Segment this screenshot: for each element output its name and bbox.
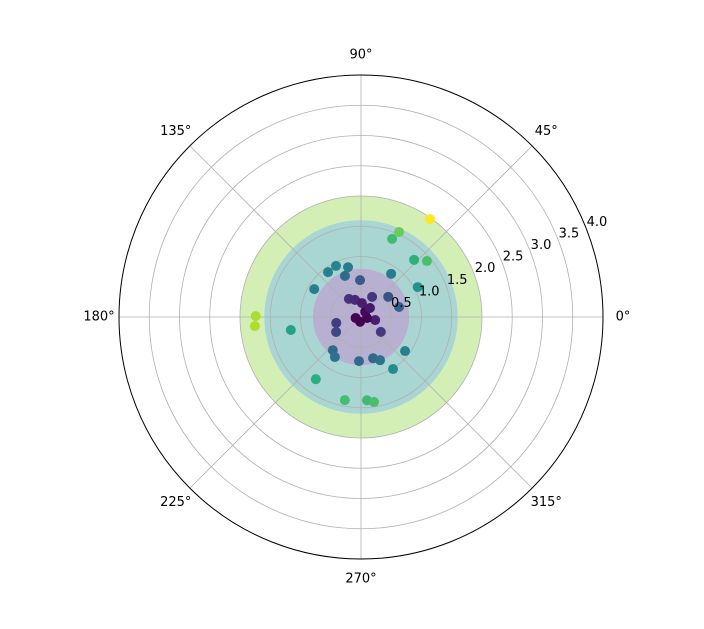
point — [370, 315, 381, 326]
point — [375, 355, 386, 366]
point — [331, 326, 342, 337]
point — [388, 364, 399, 375]
point — [249, 321, 260, 332]
point — [409, 254, 420, 265]
point — [331, 317, 342, 328]
r-tick-label: 3.5 — [559, 226, 580, 241]
point — [400, 346, 411, 357]
point — [330, 260, 341, 271]
r-tick-label: 1.0 — [419, 284, 440, 299]
r-tick-label: 3.0 — [531, 238, 552, 253]
outer-frame — [118, 74, 604, 560]
point — [350, 312, 361, 323]
point — [421, 256, 432, 267]
theta-tick-label: 0° — [616, 310, 631, 325]
r-tick-label: 1.5 — [447, 273, 468, 288]
theta-tick-label: 315° — [531, 495, 562, 510]
r-tick-label: 4.0 — [587, 215, 608, 230]
point — [368, 396, 379, 407]
theta-tick-label: 135° — [160, 124, 191, 139]
grid-spoke — [189, 145, 362, 318]
point — [386, 268, 397, 279]
point — [367, 291, 378, 302]
point — [356, 298, 367, 309]
theta-tick-label: 45° — [535, 124, 558, 139]
point — [353, 356, 364, 367]
point — [383, 291, 394, 302]
theta-tick-label: 270° — [345, 572, 376, 587]
point — [329, 352, 340, 363]
point — [310, 374, 321, 385]
point — [285, 325, 296, 336]
theta-tick-label: 90° — [349, 48, 372, 63]
point — [250, 311, 261, 322]
theta-tick-label: 180° — [83, 310, 114, 325]
point — [355, 275, 366, 286]
point — [412, 282, 423, 293]
r-tick-label: 2.5 — [503, 250, 524, 265]
point — [339, 395, 350, 406]
point — [364, 303, 375, 314]
point — [339, 270, 350, 281]
point — [387, 233, 398, 244]
point — [343, 262, 354, 273]
grid-spoke — [360, 145, 533, 318]
point — [375, 326, 386, 337]
r-tick-label: 0.5 — [391, 296, 412, 311]
point — [425, 214, 436, 225]
point — [323, 267, 334, 278]
point — [394, 302, 405, 313]
theta-tick-label: 225° — [160, 495, 191, 510]
grid-spoke — [360, 316, 533, 489]
point — [309, 284, 320, 295]
point — [394, 226, 405, 237]
r-tick-label: 2.0 — [475, 261, 496, 276]
